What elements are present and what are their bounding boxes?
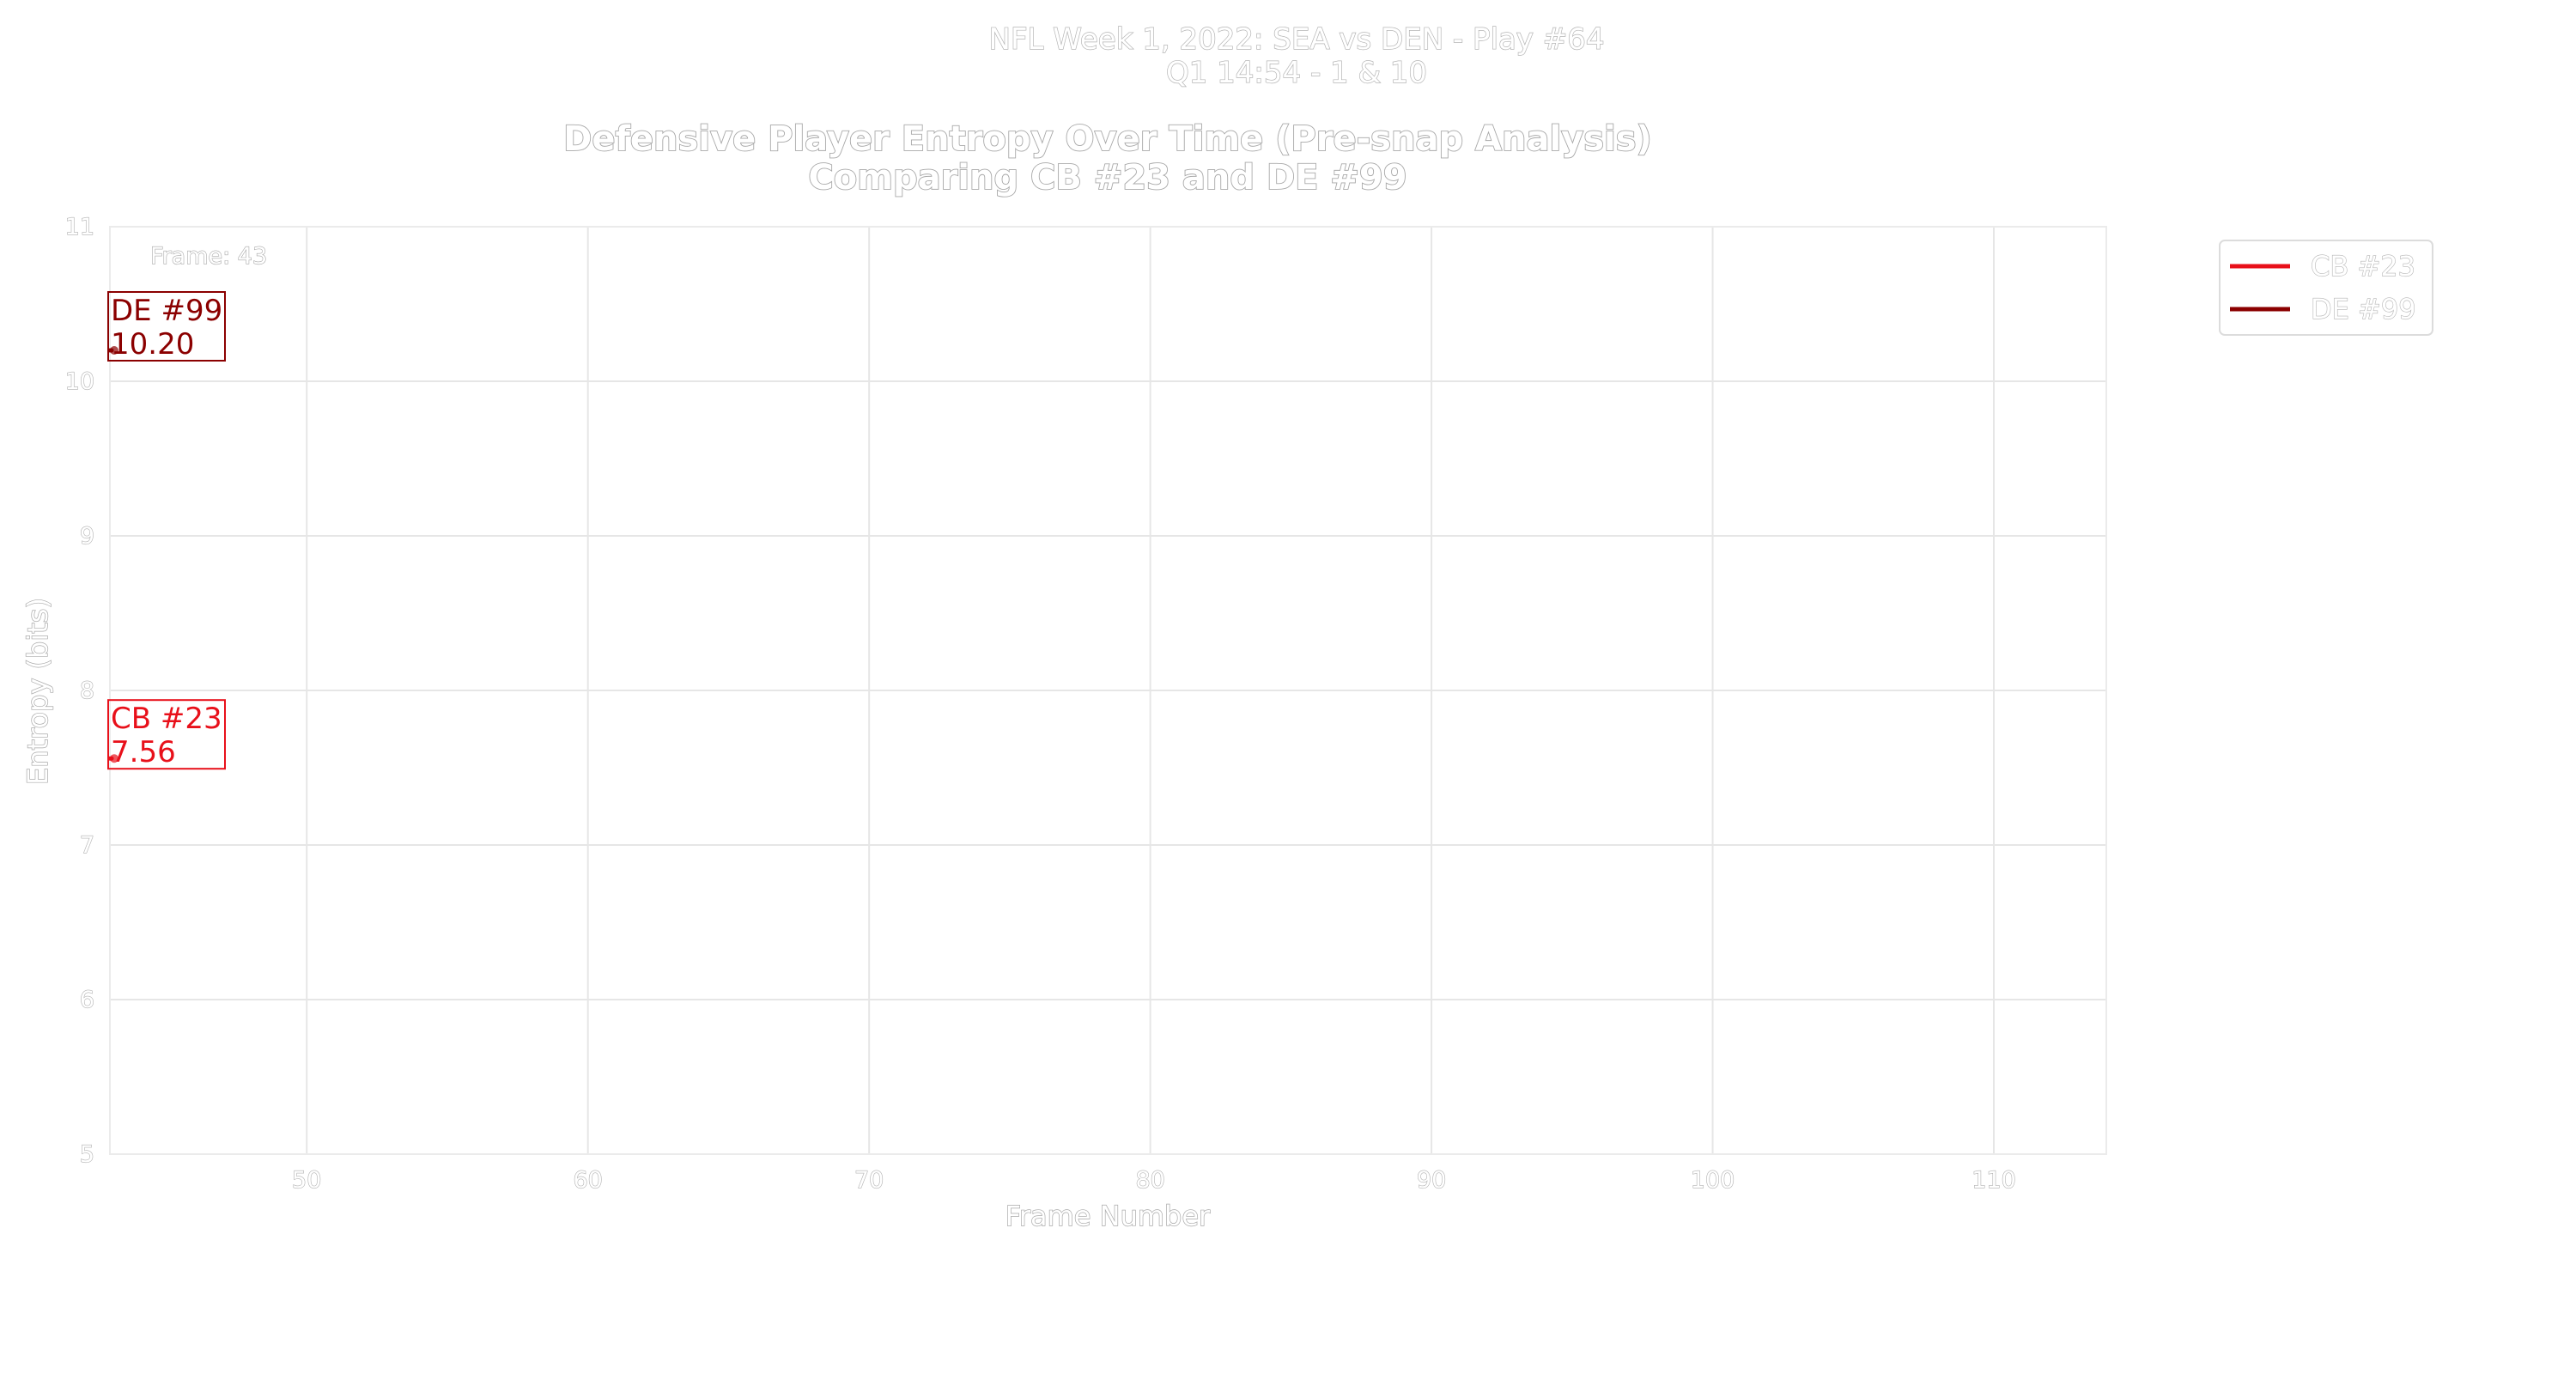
y-tick-label: 6 <box>80 987 94 1013</box>
legend-label-cb23: CB #23 <box>2311 250 2415 283</box>
plot-area <box>109 226 2107 1155</box>
y-axis-label: Entropy (bits) <box>21 598 54 785</box>
x-tick-label: 80 <box>1135 1167 1164 1194</box>
y-tick-label: 9 <box>80 523 94 550</box>
y-tick-label: 10 <box>65 368 94 395</box>
suptitle-line-2: Q1 14:54 - 1 & 10 <box>1166 56 1427 90</box>
y-tick-label: 8 <box>80 678 94 704</box>
callout-value-de99: 10.20 <box>111 327 194 362</box>
data-point-cb23 <box>110 754 118 763</box>
legend-label-de99: DE #99 <box>2311 293 2416 325</box>
x-tick-label: 50 <box>292 1167 321 1194</box>
data-point-de99 <box>110 346 118 355</box>
frame-annotation: Frame: 43 <box>150 243 267 270</box>
y-tick-label: 5 <box>80 1141 94 1168</box>
x-tick-label: 100 <box>1691 1167 1735 1194</box>
x-tick-label: 110 <box>1971 1167 2016 1194</box>
callout-label-cb23: CB #23 <box>111 702 222 736</box>
x-axis-label: Frame Number <box>1005 1200 1211 1232</box>
chart-subtitle: Comparing CB #23 and DE #99 <box>808 158 1406 198</box>
callout-box-de99 <box>107 291 226 362</box>
suptitle-line-1: NFL Week 1, 2022: SEA vs DEN - Play #64 <box>989 22 1605 57</box>
y-tick-label: 11 <box>65 214 94 240</box>
callout-value-cb23: 7.56 <box>111 735 176 769</box>
x-tick-label: 90 <box>1417 1167 1446 1194</box>
y-tick-label: 7 <box>80 832 94 859</box>
callout-box-cb23 <box>107 699 226 770</box>
chart-title: Defensive Player Entropy Over Time (Pre-… <box>563 119 1652 159</box>
x-tick-label: 60 <box>574 1167 603 1194</box>
callout-label-de99: DE #99 <box>111 294 222 328</box>
x-tick-label: 70 <box>854 1167 884 1194</box>
